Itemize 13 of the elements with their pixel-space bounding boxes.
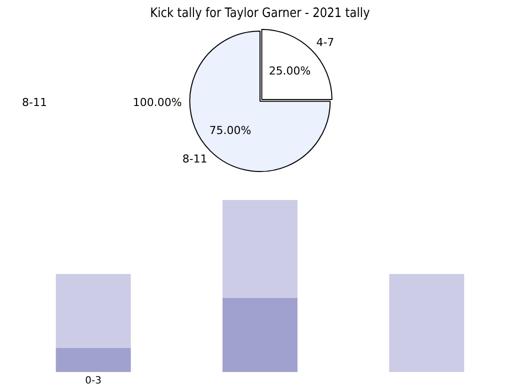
- bar: [222, 298, 298, 372]
- bar: [56, 274, 131, 348]
- x-tick-label: 0-3: [85, 376, 102, 387]
- bar: [56, 348, 131, 372]
- slice-label: 8-11: [182, 152, 208, 166]
- bar: [389, 274, 464, 372]
- text: 8-11: [22, 96, 47, 110]
- slice-label: 4-7: [316, 36, 334, 50]
- chart-title: Kick tally for Taylor Garner - 2021 tally: [150, 5, 370, 20]
- data-label: 75.00%: [209, 124, 252, 137]
- bar: [222, 200, 298, 298]
- data-label: 25.00%: [268, 64, 311, 78]
- text: 100.00%: [132, 96, 182, 110]
